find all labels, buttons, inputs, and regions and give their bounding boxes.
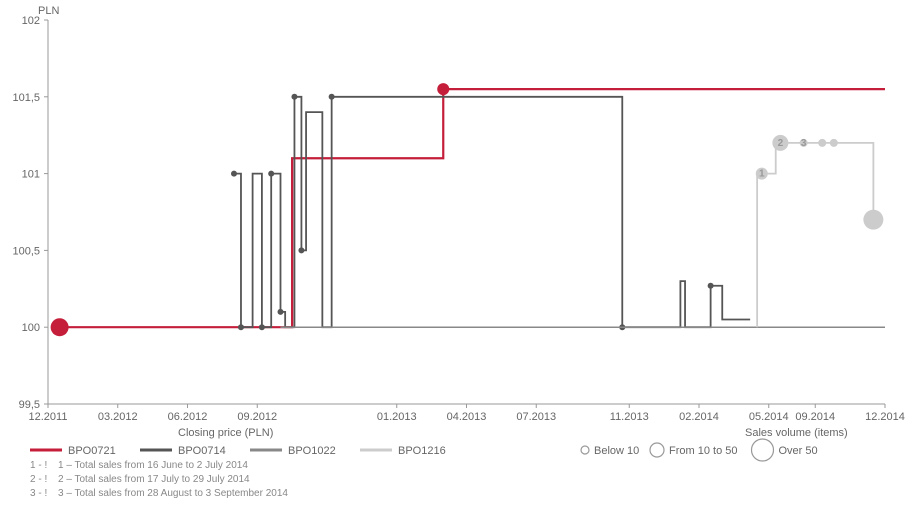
legend-label: BPO1216 (398, 445, 446, 457)
marker-BPO0714 (238, 324, 244, 330)
x-tick-label: 09.2012 (237, 411, 277, 423)
legend-label: BPO0721 (68, 445, 116, 457)
y-tick-label: 101,5 (12, 92, 40, 104)
marker-BPO1216 (818, 139, 826, 147)
x-axis-sublabel-left: Closing price (PLN) (178, 427, 273, 439)
volume-legend-circle (581, 446, 589, 454)
x-tick-label: 03.2012 (98, 411, 138, 423)
chart-container: 99,5100100,5101101,5102PLN12.201103.2012… (0, 0, 905, 512)
footnote: 2 – Total sales from 17 July to 29 July … (58, 474, 250, 485)
marker-BPO1216 (830, 139, 838, 147)
marker-BPO0714 (278, 309, 284, 315)
y-tick-label: 100,5 (12, 245, 40, 257)
series-BPO0714 (234, 97, 750, 327)
footnote-prefix: 2 - ! (30, 474, 47, 485)
marker-label: 2 (778, 138, 784, 149)
marker-BPO0714 (268, 171, 274, 177)
volume-legend-label: Below 10 (594, 445, 639, 457)
footnote-prefix: 1 - ! (30, 460, 47, 471)
y-axis-label: PLN (38, 5, 59, 17)
legend-label: BPO0714 (178, 445, 226, 457)
x-tick-label: 07.2013 (516, 411, 556, 423)
legend-label: BPO1022 (288, 445, 336, 457)
marker-BPO1216 (863, 210, 883, 230)
y-tick-label: 99,5 (19, 399, 40, 411)
marker-label: 3 (801, 138, 807, 149)
marker-BPO0714 (259, 324, 265, 330)
volume-legend-label: From 10 to 50 (669, 445, 737, 457)
x-tick-label: 01.2013 (377, 411, 417, 423)
marker-label: 1 (759, 169, 765, 180)
y-tick-label: 101 (22, 169, 40, 181)
marker-BPO0721 (51, 318, 69, 336)
footnote-prefix: 3 - ! (30, 488, 47, 499)
x-tick-label: 05.2014 (749, 411, 789, 423)
x-tick-label: 12.2011 (29, 411, 68, 423)
marker-BPO0714 (329, 94, 335, 100)
x-tick-label: 09.2014 (795, 411, 835, 423)
footnote: 3 – Total sales from 28 August to 3 Sept… (58, 488, 288, 499)
x-tick-label: 12.2014 (865, 411, 905, 423)
series-BPO1216 (757, 143, 873, 327)
marker-BPO0714 (708, 283, 714, 289)
x-tick-label: 11.2013 (610, 411, 649, 423)
volume-legend-circle (752, 439, 774, 461)
y-tick-label: 100 (22, 322, 40, 334)
x-axis-sublabel-right: Sales volume (items) (745, 427, 848, 439)
x-tick-label: 02.2014 (679, 411, 719, 423)
volume-legend-label: Over 50 (779, 445, 818, 457)
volume-legend-circle (650, 443, 664, 457)
marker-BPO0714 (291, 94, 297, 100)
x-tick-label: 04.2013 (447, 411, 487, 423)
footnote: 1 – Total sales from 16 June to 2 July 2… (58, 460, 248, 471)
time-series-chart: 99,5100100,5101101,5102PLN12.201103.2012… (0, 0, 905, 512)
marker-BPO0721 (437, 83, 449, 95)
series-BPO0721 (60, 89, 885, 327)
marker-BPO0714 (298, 247, 304, 253)
marker-BPO0714 (231, 171, 237, 177)
x-tick-label: 06.2012 (168, 411, 208, 423)
